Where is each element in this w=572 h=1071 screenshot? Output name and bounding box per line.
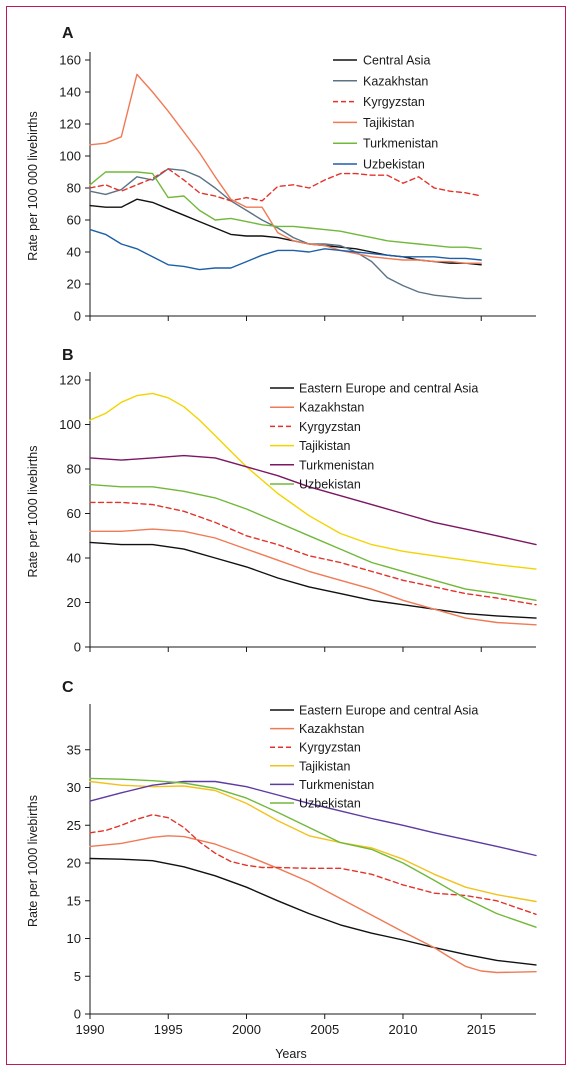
series-line-eastern-europe-and-central-asia (89, 857, 537, 966)
y-axis-title: Rate per 1000 livebirths (26, 445, 40, 577)
legend-label: Kyrgyzstan (299, 741, 361, 755)
y-axis-title: Rate per 100 000 livebirths (26, 111, 40, 260)
y-tick-label: 80 (67, 181, 81, 196)
y-tick-label: 140 (59, 85, 81, 100)
panel-letter: C (62, 679, 74, 696)
legend-label: Eastern Europe and central Asia (299, 382, 478, 396)
y-tick-label: 5 (74, 969, 81, 984)
series-line-kyrgyzstan (89, 814, 537, 915)
series-line-tajikistan (89, 392, 537, 570)
series-line-eastern-europe-and-central-asia (89, 541, 537, 619)
y-tick-label: 0 (74, 640, 81, 655)
legend-label: Kazakhstan (299, 722, 364, 736)
legend-label: Tajikistan (299, 759, 350, 773)
y-tick-label: 100 (59, 149, 81, 164)
legend-label: Turkmenistan (299, 778, 374, 792)
y-tick-label: 160 (59, 53, 81, 68)
y-tick-label: 10 (67, 931, 81, 946)
legend: Eastern Europe and central Asia Kazakhsta… (270, 382, 478, 492)
y-tick-label: 20 (67, 595, 81, 610)
series-line-kazakhstan (89, 168, 482, 300)
legend-label: Eastern Europe and central Asia (299, 704, 478, 718)
y-tick-label: 25 (67, 818, 81, 833)
y-tick-label: 120 (59, 117, 81, 132)
y-tick-label: 15 (67, 893, 81, 908)
y-tick-label: 0 (74, 1007, 81, 1022)
y-tick-label: 30 (67, 780, 81, 795)
legend-label: Turkmenistan (299, 458, 374, 472)
chart-panel-b: B 0 20 40 60 80 100 120 Rate per 1000 livebirths… (26, 347, 537, 655)
legend: Central Asia Kazakhstan Kyrgyzstan Tajikist… (333, 54, 438, 172)
legend-label: Tajikistan (363, 116, 414, 130)
y-tick-label: 20 (67, 277, 81, 292)
legend-label: Turkmenistan (363, 137, 438, 151)
y-tick-label: 0 (74, 309, 81, 324)
x-tick-label: 1990 (76, 1022, 105, 1037)
chart-panel-a: A 0 20 40 60 80 100 120 140 160 Rate per 100 000 l… (26, 25, 536, 324)
y-tick-label: 40 (67, 551, 81, 566)
y-axis-title: Rate per 1000 livebirths (26, 795, 40, 927)
chart-panel-c: C 0 5 10 15 20 25 30 35 1990 1995 2000 2005 2010 2015 R… (26, 679, 537, 1037)
legend-label: Kazakhstan (299, 401, 364, 415)
figure-frame (6, 6, 566, 1065)
x-tick-label: 2010 (389, 1022, 418, 1037)
x-tick-label: 2015 (467, 1022, 496, 1037)
legend-label: Uzbekistan (363, 158, 425, 172)
x-tick-label: 1995 (154, 1022, 183, 1037)
x-tick-label: 2005 (310, 1022, 339, 1037)
y-tick-label: 120 (59, 373, 81, 388)
series-line-uzbekistan (89, 228, 482, 271)
panel-letter: B (62, 347, 74, 364)
legend-label: Uzbekistan (299, 797, 361, 811)
series-line-kazakhstan (89, 528, 537, 626)
legend-label: Kyrgyzstan (363, 95, 425, 109)
series-line-kazakhstan (89, 835, 537, 974)
y-tick-label: 100 (59, 417, 81, 432)
y-tick-label: 60 (67, 506, 81, 521)
legend: Eastern Europe and central Asia Kazakhsta… (270, 704, 478, 811)
series-line-uzbekistan (89, 777, 537, 928)
series-line-kyrgyzstan (89, 501, 537, 606)
y-tick-label: 35 (67, 742, 81, 757)
legend-label: Central Asia (363, 54, 430, 68)
series-line-tajikistan (89, 73, 482, 264)
y-tick-label: 40 (67, 245, 81, 260)
series-line-turkmenistan (89, 780, 537, 857)
panel-letter: A (62, 25, 74, 42)
series-line-turkmenistan (89, 454, 537, 546)
legend-label: Tajikistan (299, 439, 350, 453)
legend-label: Kyrgyzstan (299, 420, 361, 434)
series-line-uzbekistan (89, 483, 537, 601)
legend-label: Kazakhstan (363, 74, 428, 88)
series-line-turkmenistan (89, 171, 482, 250)
x-tick-label: 2000 (232, 1022, 261, 1037)
y-tick-label: 20 (67, 856, 81, 871)
series-line-tajikistan (89, 780, 537, 903)
legend-label: Uzbekistan (299, 478, 361, 492)
y-tick-label: 60 (67, 213, 81, 228)
y-tick-label: 80 (67, 462, 81, 477)
x-axis-title: Years (275, 1047, 307, 1061)
